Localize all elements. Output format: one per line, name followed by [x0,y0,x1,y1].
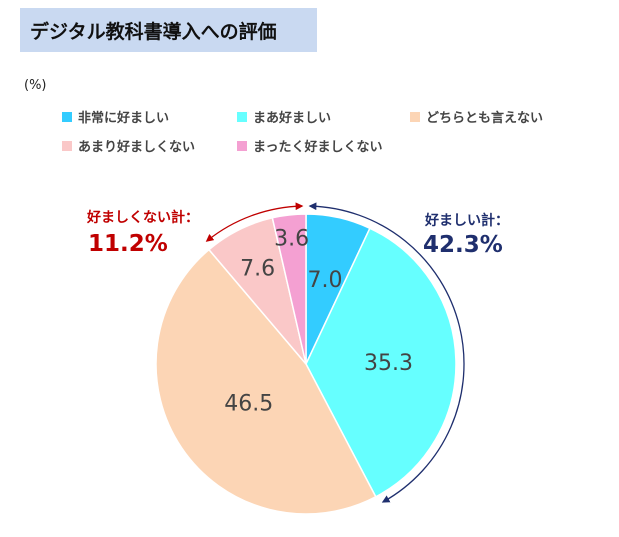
legend-label: どちらとも言えない [426,111,544,126]
favorable-total-value: 42.3% [423,232,503,258]
chart-title: デジタル教科書導入への評価 [30,20,277,43]
slice-value-label: 3.6 [274,226,309,251]
legend-label: まったく好ましくない [253,140,383,155]
legend-label: 非常に好ましい [78,111,170,126]
chart-title-box: デジタル教科書導入への評価 [20,8,317,52]
unfavorable-total-label: 好ましくない計： [86,209,199,226]
unfavorable-total-value: 11.2% [88,231,168,257]
slice-value-label: 7.0 [308,268,343,293]
legend-item-neutral: どちらとも言えない [410,107,543,126]
legend-swatch [237,140,247,151]
legend-label: まあ好ましい [253,111,332,126]
legend-swatch [410,111,420,122]
legend-item-very-unfavorable: まったく好ましくない [237,136,382,155]
legend-label: あまり好ましくない [78,140,196,155]
legend-item-somewhat-unfavorable: あまり好ましくない [62,136,195,155]
favorable-total-label: 好ましい計： [424,212,509,229]
legend-swatch [62,111,72,122]
legend-swatch [62,140,72,151]
slice-value-label: 46.5 [224,392,273,417]
slice-value-label: 7.6 [240,257,275,282]
unfavorable-total-bracket [205,202,304,242]
legend-item-very-favorable: 非常に好ましい [62,107,169,126]
unit-label: (%) [24,78,47,93]
slice-value-label: 35.3 [364,351,413,376]
legend-item-somewhat-favorable: まあ好ましい [237,107,331,126]
favorable-total-bracket [308,202,465,503]
legend-swatch [237,111,247,122]
